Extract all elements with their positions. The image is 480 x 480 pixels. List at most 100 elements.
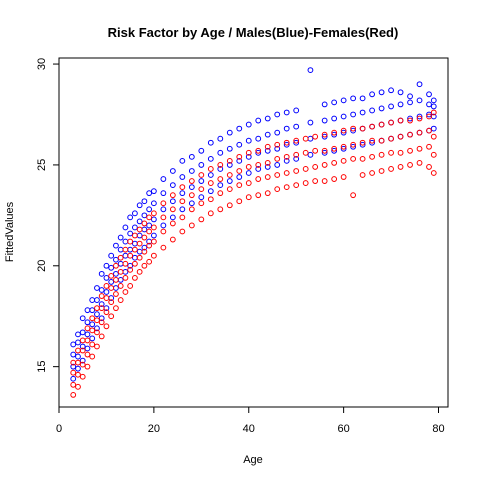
data-point bbox=[207, 166, 214, 172]
data-point bbox=[369, 91, 375, 98]
data-point bbox=[293, 123, 300, 130]
data-point bbox=[136, 202, 143, 209]
data-point bbox=[117, 246, 124, 253]
data-point bbox=[75, 331, 81, 338]
data-point bbox=[198, 200, 205, 207]
data-point bbox=[127, 252, 134, 259]
data-point bbox=[89, 327, 96, 334]
data-point bbox=[179, 228, 186, 235]
data-point bbox=[350, 192, 357, 199]
x-tick-label: 20 bbox=[148, 423, 160, 435]
data-point bbox=[127, 246, 134, 253]
data-point bbox=[340, 127, 347, 134]
data-point bbox=[407, 93, 413, 100]
data-point bbox=[146, 228, 153, 235]
data-point bbox=[359, 95, 366, 102]
data-point bbox=[188, 206, 195, 213]
data-point bbox=[136, 218, 143, 225]
data-point bbox=[274, 172, 281, 178]
data-point bbox=[388, 119, 394, 126]
data-point bbox=[84, 319, 91, 326]
data-point bbox=[136, 254, 143, 261]
data-point bbox=[274, 141, 281, 148]
data-point bbox=[150, 238, 157, 245]
data-point bbox=[188, 153, 195, 160]
data-point bbox=[236, 198, 243, 205]
data-point bbox=[255, 149, 262, 156]
data-point bbox=[98, 301, 105, 308]
series-0 bbox=[70, 67, 437, 382]
data-point bbox=[169, 206, 176, 213]
data-point bbox=[350, 111, 357, 118]
data-point bbox=[84, 345, 91, 352]
data-point bbox=[226, 162, 233, 168]
data-point bbox=[113, 277, 119, 283]
y-axis: 15 20 25 30 bbox=[36, 58, 60, 373]
data-point bbox=[79, 337, 86, 344]
data-point bbox=[207, 210, 214, 217]
data-point bbox=[207, 188, 214, 195]
data-point bbox=[113, 285, 119, 291]
data-point bbox=[117, 297, 124, 303]
data-point bbox=[378, 105, 385, 112]
data-point bbox=[169, 182, 176, 188]
data-point bbox=[245, 194, 252, 201]
data-point bbox=[283, 170, 290, 176]
data-point bbox=[226, 202, 233, 209]
data-point bbox=[426, 143, 432, 150]
data-point bbox=[150, 188, 157, 195]
data-point bbox=[264, 164, 271, 170]
data-point bbox=[146, 206, 153, 213]
data-point bbox=[79, 361, 86, 368]
data-point bbox=[236, 182, 243, 188]
data-point bbox=[331, 115, 338, 122]
data-point bbox=[293, 168, 300, 174]
data-point bbox=[84, 337, 91, 344]
data-point bbox=[179, 206, 186, 213]
data-point bbox=[359, 141, 366, 148]
data-point bbox=[359, 109, 366, 116]
data-point bbox=[160, 222, 167, 229]
data-point bbox=[179, 190, 186, 197]
data-point bbox=[103, 289, 110, 295]
data-point bbox=[264, 190, 271, 197]
data-point bbox=[397, 149, 404, 156]
data-point bbox=[122, 224, 129, 231]
data-point bbox=[264, 115, 271, 122]
data-point bbox=[108, 313, 115, 320]
data-point bbox=[122, 238, 129, 245]
data-point bbox=[89, 353, 96, 360]
series-1 bbox=[70, 109, 437, 398]
data-point bbox=[160, 190, 167, 197]
data-point bbox=[188, 178, 195, 184]
data-point bbox=[407, 115, 413, 122]
data-point bbox=[136, 226, 143, 233]
data-point bbox=[217, 182, 224, 188]
data-point bbox=[283, 153, 290, 160]
y-axis-label: FittedValues bbox=[4, 201, 16, 262]
data-point bbox=[378, 89, 385, 96]
data-point bbox=[388, 149, 394, 156]
data-point bbox=[160, 244, 167, 251]
data-point bbox=[217, 176, 224, 182]
data-point bbox=[150, 216, 157, 223]
data-point bbox=[150, 224, 157, 231]
x-axis-label: Age bbox=[243, 454, 263, 466]
data-point bbox=[388, 87, 394, 94]
data-point bbox=[75, 371, 81, 378]
data-point bbox=[217, 190, 224, 197]
data-point bbox=[198, 216, 205, 223]
data-point bbox=[150, 210, 157, 217]
data-point bbox=[141, 212, 148, 219]
data-point bbox=[84, 363, 91, 370]
data-point bbox=[369, 107, 375, 114]
data-point bbox=[302, 135, 309, 142]
data-point bbox=[369, 123, 375, 130]
data-point bbox=[150, 252, 157, 259]
data-point bbox=[113, 262, 119, 269]
data-point bbox=[378, 168, 385, 174]
data-point bbox=[264, 174, 271, 180]
data-point bbox=[146, 214, 153, 221]
data-point bbox=[84, 307, 91, 314]
